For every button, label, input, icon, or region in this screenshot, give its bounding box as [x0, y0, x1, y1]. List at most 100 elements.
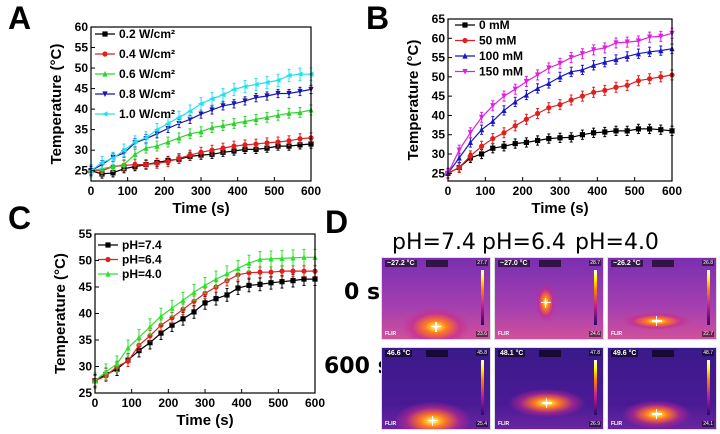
legend-marker — [462, 37, 468, 44]
x-tick-label: 200 — [154, 184, 174, 198]
data-point — [154, 142, 160, 149]
column-label-ph64: pH=6.4 — [482, 230, 566, 255]
legend-marker — [101, 111, 108, 117]
y-axis-label: Temperature (°C) — [405, 40, 422, 161]
x-tick-label: 100 — [118, 184, 138, 198]
x-tick-label: 0 — [445, 184, 452, 198]
y-tick-label: 25 — [79, 386, 93, 400]
data-point — [220, 145, 226, 151]
y-tick-label: 35 — [75, 123, 89, 137]
legend-marker — [102, 51, 108, 57]
legend-marker — [102, 31, 108, 37]
data-point — [297, 142, 303, 148]
data-point — [275, 112, 281, 118]
thermal-image: 49.6 °C 48.7 24.1 FLIR — [607, 347, 717, 430]
data-point — [142, 135, 149, 141]
data-point — [557, 60, 563, 67]
data-point — [257, 281, 263, 287]
y-tick-label: 45 — [75, 82, 89, 96]
data-point — [557, 102, 563, 108]
data-point — [110, 163, 116, 170]
data-point — [187, 152, 193, 158]
data-point — [591, 47, 597, 53]
data-point — [613, 84, 619, 90]
data-point — [252, 81, 259, 88]
data-point — [591, 130, 597, 136]
y-tick-label: 50 — [79, 254, 93, 268]
x-tick-label: 600 — [305, 396, 325, 410]
data-point — [523, 139, 529, 146]
legend-label: 1.0 W/cm² — [119, 107, 175, 121]
data-point — [253, 95, 259, 101]
y-tick-label: 50 — [432, 70, 446, 84]
row-label-600s: 600 s — [324, 354, 391, 379]
data-point — [602, 87, 608, 93]
data-point — [501, 130, 507, 136]
data-point — [198, 111, 204, 118]
data-point — [557, 135, 563, 141]
scale-min: 24.1 — [702, 421, 714, 427]
thermal-readout: 48.1 °C — [498, 350, 526, 357]
x-tick-label: 100 — [475, 184, 495, 198]
data-point — [143, 145, 149, 151]
data-point — [523, 78, 529, 85]
crosshair-icon — [651, 316, 662, 327]
scale-max: 28.7 — [589, 260, 601, 266]
legend-marker — [105, 270, 111, 277]
data-point — [546, 65, 552, 72]
data-point — [479, 151, 485, 157]
panel-label-a: A — [8, 0, 32, 36]
column-label-ph74: pH=7.4 — [392, 230, 476, 255]
data-point — [658, 33, 664, 40]
y-tick-label: 40 — [79, 307, 93, 321]
data-point — [279, 268, 285, 274]
x-tick-label: 0 — [88, 184, 95, 198]
crosshair-icon — [431, 321, 441, 332]
x-tick-label: 300 — [191, 184, 211, 198]
series-150-mm — [445, 27, 675, 179]
legend-label: pH=6.4 — [122, 253, 162, 267]
data-point — [456, 147, 462, 154]
data-point — [191, 309, 197, 315]
scale-min: 25.4 — [476, 421, 488, 427]
data-point — [198, 128, 204, 135]
data-point — [479, 114, 485, 121]
data-point — [176, 155, 182, 162]
data-point — [253, 116, 259, 122]
data-point — [110, 170, 116, 176]
data-point — [120, 147, 127, 153]
data-point — [125, 344, 131, 351]
thermal-readout: ~26.2 °C — [611, 260, 643, 267]
data-point — [121, 161, 127, 168]
data-point — [208, 96, 215, 102]
legend-label: 0.6 W/cm² — [119, 67, 175, 81]
y-tick-label: 30 — [79, 360, 93, 374]
row-label-0s: 0 s — [344, 280, 381, 305]
data-point — [635, 126, 641, 132]
thermal-image: 46.6 °C 45.8 25.4 FLIR — [381, 347, 491, 430]
data-point — [635, 50, 641, 57]
data-point — [191, 289, 197, 295]
x-axis-label: Time (s) — [172, 200, 229, 217]
data-point — [275, 90, 281, 97]
data-point — [297, 109, 303, 116]
data-point — [290, 268, 296, 274]
y-tick-label: 25 — [75, 164, 89, 178]
color-scale-bar — [594, 360, 597, 415]
data-point — [263, 79, 270, 86]
data-point — [180, 316, 186, 322]
legend-marker — [105, 242, 111, 248]
data-point — [624, 128, 630, 134]
y-tick-label: 55 — [75, 41, 89, 55]
scale-max: 27.7 — [476, 260, 488, 266]
data-point — [231, 120, 237, 127]
data-point — [456, 164, 462, 171]
timer-box — [652, 350, 674, 357]
panel-label-c: C — [8, 200, 32, 236]
data-point — [285, 72, 292, 79]
data-point — [647, 48, 653, 55]
data-point — [479, 143, 485, 149]
data-point — [613, 56, 619, 63]
data-point — [602, 59, 608, 65]
legend-marker — [102, 91, 108, 98]
